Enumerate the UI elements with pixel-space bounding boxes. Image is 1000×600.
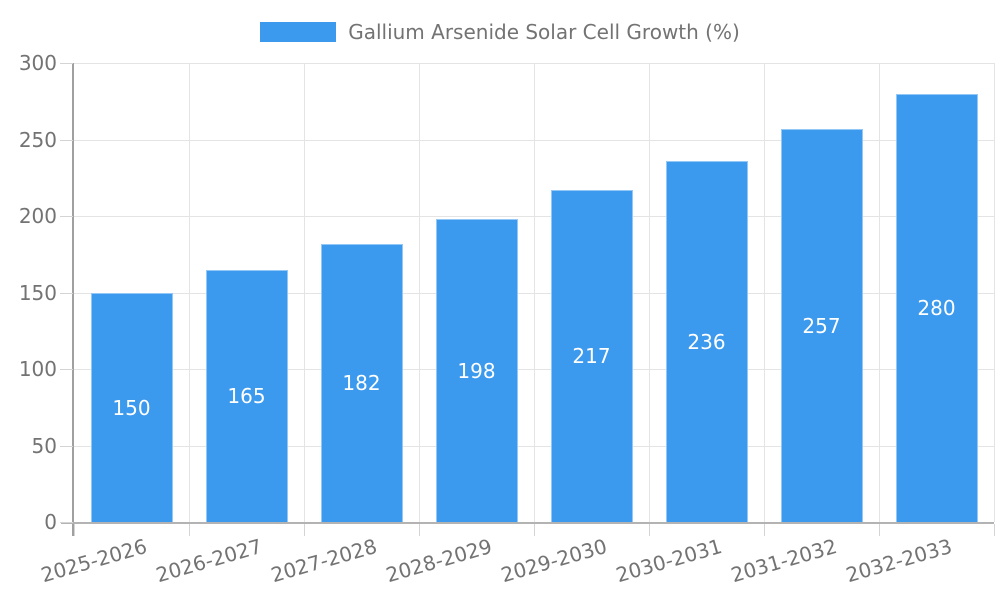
bar: 182 <box>320 243 403 522</box>
y-tick-mark <box>60 369 73 370</box>
x-tick-mark <box>993 524 995 536</box>
y-tick-label: 100 <box>18 357 57 381</box>
x-tick-mark <box>188 524 190 536</box>
x-tick-mark <box>648 524 650 536</box>
v-gridline <box>188 63 190 522</box>
bar: 217 <box>550 189 633 522</box>
x-tick-label: 2032-2033 <box>843 534 956 588</box>
v-gridline <box>993 63 995 522</box>
chart-legend[interactable]: Gallium Arsenide Solar Cell Growth (%) <box>0 20 1000 44</box>
x-tick-label: 2026-2027 <box>153 534 266 588</box>
bar-value-label: 280 <box>917 296 956 321</box>
bar: 198 <box>435 219 518 522</box>
legend-swatch <box>260 22 337 42</box>
y-axis-line <box>72 63 74 536</box>
legend-label: Gallium Arsenide Solar Cell Growth (%) <box>348 20 740 44</box>
y-tick-label: 150 <box>18 280 57 305</box>
y-tick-label: 250 <box>18 127 57 152</box>
y-tick-mark <box>60 216 73 217</box>
x-tick-mark <box>73 524 75 536</box>
y-tick-mark <box>60 139 73 141</box>
y-tick-mark <box>60 445 73 447</box>
bar-value-label: 198 <box>457 359 496 384</box>
bar: 150 <box>90 292 173 522</box>
bar-value-label: 217 <box>572 344 611 369</box>
x-axis-line <box>61 522 994 524</box>
y-tick-label: 200 <box>18 204 57 228</box>
y-tick-label: 50 <box>31 433 57 458</box>
x-tick-mark <box>303 524 305 536</box>
x-tick-mark <box>418 524 420 536</box>
bar: 165 <box>205 269 288 522</box>
v-gridline <box>878 63 880 522</box>
bar: 257 <box>780 128 863 522</box>
v-gridline <box>533 63 535 522</box>
y-tick-label: 300 <box>18 51 57 75</box>
x-tick-label: 2030-2031 <box>613 534 726 588</box>
x-tick-label: 2029-2030 <box>498 534 611 588</box>
plot-area <box>74 63 995 522</box>
v-gridline <box>418 63 420 522</box>
y-tick-mark <box>60 63 73 64</box>
x-tick-mark <box>533 524 535 536</box>
bar-value-label: 165 <box>227 384 266 409</box>
y-tick-mark <box>60 292 73 294</box>
bar-value-label: 150 <box>112 395 151 420</box>
bar: 236 <box>665 160 748 522</box>
x-tick-mark <box>878 524 880 536</box>
v-gridline <box>303 63 305 522</box>
x-tick-label: 2027-2028 <box>268 534 381 588</box>
x-tick-label: 2025-2026 <box>38 534 151 588</box>
x-tick-label: 2028-2029 <box>383 534 496 588</box>
bar: 280 <box>895 93 978 522</box>
bar-value-label: 257 <box>802 313 841 338</box>
x-tick-mark <box>763 524 765 536</box>
v-gridline <box>648 63 650 522</box>
bar-value-label: 182 <box>342 371 381 396</box>
y-tick-mark <box>60 522 73 523</box>
bar-value-label: 236 <box>687 329 726 354</box>
y-tick-label: 0 <box>44 510 57 534</box>
v-gridline <box>763 63 765 522</box>
x-tick-label: 2031-2032 <box>728 534 841 588</box>
